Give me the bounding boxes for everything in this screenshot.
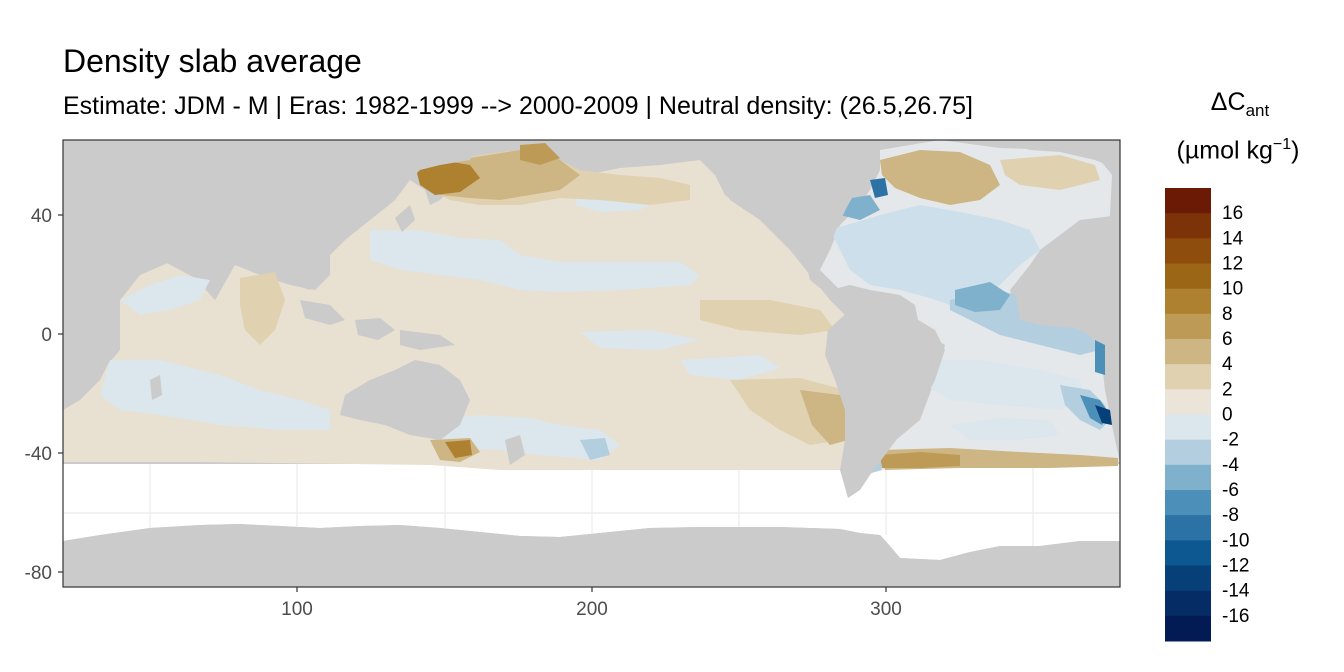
legend-swatch bbox=[1165, 515, 1211, 541]
legend-label: 2 bbox=[1222, 379, 1233, 400]
x-tick-label: 300 bbox=[870, 599, 902, 620]
legend-swatch bbox=[1165, 414, 1211, 441]
y-tick-label: 40 bbox=[31, 206, 52, 227]
legend-swatch bbox=[1165, 590, 1211, 617]
legend-label: 4 bbox=[1222, 354, 1233, 375]
x-tick-label: 200 bbox=[576, 599, 608, 620]
legend-swatch bbox=[1165, 364, 1211, 390]
legend-swatch bbox=[1165, 188, 1211, 214]
legend-swatch bbox=[1165, 288, 1211, 315]
land-masses bbox=[63, 140, 1120, 587]
x-axis: 100 200 300 bbox=[281, 587, 902, 620]
legend-swatch bbox=[1165, 238, 1211, 264]
legend-swatch bbox=[1165, 389, 1211, 415]
legend-swatch bbox=[1165, 263, 1211, 290]
legend-label: -2 bbox=[1222, 430, 1239, 451]
legend-unit-suffix: ) bbox=[1291, 136, 1300, 165]
legend-title-symbol: ΔC bbox=[1210, 88, 1246, 116]
legend-swatch bbox=[1165, 490, 1211, 516]
legend-swatch bbox=[1165, 464, 1211, 491]
legend-swatch bbox=[1165, 439, 1211, 466]
legend-label: 14 bbox=[1222, 228, 1244, 249]
legend-label: -4 bbox=[1222, 455, 1239, 476]
legend-label: 12 bbox=[1222, 254, 1243, 275]
ocean-field bbox=[63, 140, 1120, 474]
legend-label: -14 bbox=[1222, 581, 1250, 602]
legend-title: ΔCant bbox=[1160, 88, 1320, 121]
legend-swatch bbox=[1165, 313, 1211, 340]
legend-label: 10 bbox=[1222, 279, 1243, 300]
legend-label: -8 bbox=[1222, 505, 1239, 526]
legend-label: -12 bbox=[1222, 556, 1249, 577]
legend-swatch bbox=[1165, 615, 1211, 642]
legend-swatch bbox=[1165, 565, 1211, 592]
legend-swatch bbox=[1165, 540, 1211, 566]
legend-label: -6 bbox=[1222, 480, 1239, 501]
legend-label: 8 bbox=[1222, 304, 1233, 325]
x-tick-label: 100 bbox=[281, 599, 313, 620]
legend-label: 0 bbox=[1222, 405, 1233, 426]
legend-unit: (µmol kg−1) bbox=[1158, 136, 1318, 165]
plot-subtitle: Estimate: JDM - M | Eras: 1982-1999 --> … bbox=[63, 92, 973, 120]
legend-colorbar: 16 14 12 10 8 6 4 2 0 -2 -4 -6 -8 -10 -12 -14 -16 bbox=[1165, 188, 1250, 642]
legend-swatch bbox=[1165, 213, 1211, 239]
legend-swatch bbox=[1165, 339, 1211, 365]
y-tick-label: 0 bbox=[41, 325, 52, 346]
legend-title-subscript: ant bbox=[1245, 101, 1270, 120]
legend-label: -10 bbox=[1222, 530, 1249, 551]
y-tick-label: -40 bbox=[25, 444, 52, 465]
legend-label: 16 bbox=[1222, 203, 1243, 224]
grid-lines bbox=[63, 464, 1120, 546]
legend-unit-prefix: (µmol kg bbox=[1176, 136, 1273, 165]
legend-unit-superscript: −1 bbox=[1272, 136, 1292, 153]
legend-label: -16 bbox=[1222, 606, 1249, 627]
y-axis: 40 0 -40 -80 bbox=[25, 206, 63, 584]
y-tick-label: -80 bbox=[25, 563, 52, 584]
legend-label: 6 bbox=[1222, 329, 1233, 350]
plot-title: Density slab average bbox=[63, 43, 362, 79]
